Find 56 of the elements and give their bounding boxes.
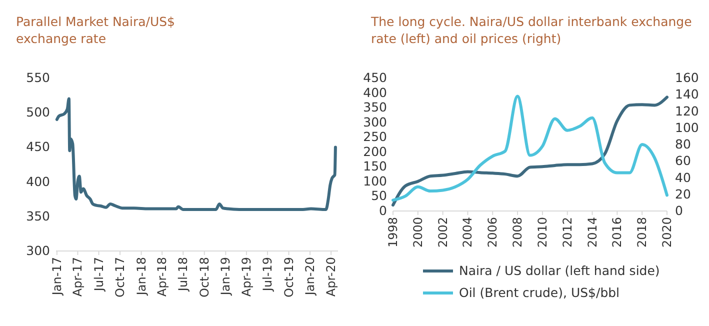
y2-tick-label: 0 — [675, 203, 683, 218]
x-tick-label: Jul-19 — [260, 257, 274, 292]
x-tick-label: 2002 — [436, 217, 450, 248]
y-tick-label: 300 — [363, 114, 388, 130]
x-tick-label: 2010 — [535, 217, 550, 248]
x-tick-label: Apr-20 — [324, 257, 338, 297]
y-tick-label: 300 — [26, 243, 50, 258]
y2-tick-label: 140 — [675, 86, 699, 102]
x-tick-label: Oct-18 — [197, 257, 212, 298]
x-tick-label: 2012 — [560, 217, 574, 248]
y-tick-label: 100 — [363, 173, 388, 188]
x-tick-label: Jul-18 — [176, 257, 190, 292]
x-tick-label: 2004 — [460, 217, 475, 248]
x-tick-label: Jan-18 — [134, 257, 148, 296]
x-tick-label: 2020 — [660, 217, 674, 248]
y-tick-label: 350 — [26, 208, 50, 224]
y-tick-label: 0 — [379, 203, 388, 218]
x-tick-label: 2008 — [510, 217, 525, 248]
x-tick-label: Apr-17 — [70, 257, 85, 297]
x-tick-label: Apr-18 — [155, 257, 170, 297]
y-tick-label: 350 — [363, 100, 388, 115]
y-tick-label: 200 — [363, 144, 388, 159]
x-tick-label: 1998 — [386, 217, 400, 248]
y-tick-label: 400 — [26, 174, 50, 189]
chart-title: The long cycle. Naira/US dollar interbank exchange rate (left) and oil prices (right) — [370, 14, 692, 46]
line-series — [55, 97, 337, 211]
x-tick-label: Oct-17 — [113, 257, 128, 298]
x-tick-label: Jan-17 — [50, 257, 64, 296]
x-tick-label: Jul-17 — [92, 257, 106, 292]
x-tick-label: 2014 — [585, 217, 600, 248]
y2-tick-label: 20 — [675, 186, 691, 202]
x-tick-label: 2018 — [635, 217, 650, 248]
y-tick-label: 550 — [26, 70, 50, 85]
y-tick-label: 400 — [363, 84, 388, 100]
x-tick-label: Apr-19 — [239, 257, 254, 297]
y2-tick-label: 100 — [675, 120, 699, 135]
x-tick-label: Jan-19 — [218, 257, 233, 296]
y2-tick-label: 160 — [675, 70, 699, 85]
legend-label: Oil (Brent crude), US$/bbl — [459, 285, 620, 300]
x-tick-label: 2016 — [610, 217, 624, 248]
legend-label: Naira / US dollar (left hand side) — [459, 263, 660, 278]
y-tick-label: 50 — [371, 188, 388, 204]
x-tick-label: Jan-20 — [303, 257, 318, 296]
x-tick-label: 2000 — [410, 217, 425, 248]
y2-tick-label: 80 — [675, 136, 691, 152]
y2-tick-label: 40 — [675, 170, 691, 185]
y-tick-label: 150 — [363, 158, 388, 174]
y-tick-label: 250 — [363, 129, 388, 144]
chart-title: Parallel Market Naira/US$ exchange rate — [16, 14, 175, 46]
y2-tick-label: 120 — [675, 103, 699, 118]
y2-tick-label: 60 — [675, 153, 691, 168]
x-tick-label: Oct-19 — [282, 257, 296, 298]
y-tick-label: 450 — [363, 70, 388, 85]
y-tick-label: 500 — [26, 104, 50, 120]
x-tick-label: 2006 — [486, 217, 500, 248]
y-tick-label: 450 — [26, 139, 50, 154]
